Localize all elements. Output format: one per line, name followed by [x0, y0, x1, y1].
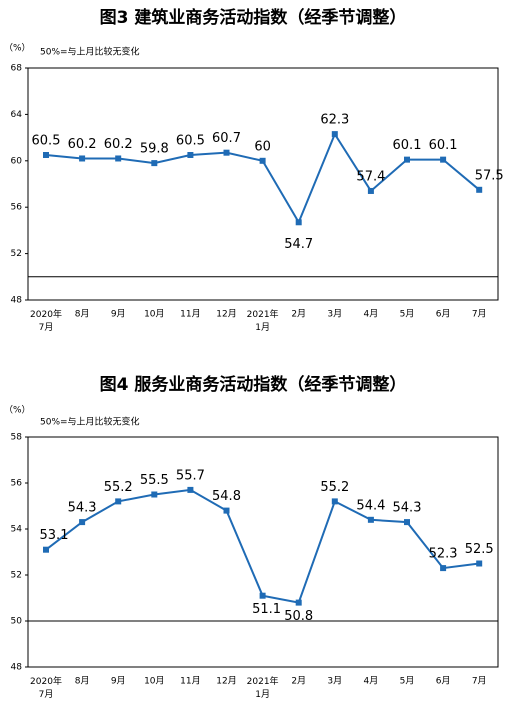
x-tick-label: 2月: [291, 309, 306, 320]
data-label: 59.8: [140, 142, 169, 157]
x-tick-label: 4月: [364, 309, 379, 320]
marker: [43, 152, 49, 158]
x-tick-label: 8月: [75, 676, 90, 687]
marker: [43, 546, 49, 553]
x-tick-label: 2020年 7月: [30, 308, 62, 333]
marker: [295, 599, 302, 606]
data-label: 57.5: [475, 168, 504, 183]
marker: [404, 156, 410, 163]
marker: [404, 519, 410, 526]
x-tick-label: 8月: [75, 309, 90, 320]
note: 50%=与上月比较无变化: [40, 416, 140, 428]
data-label: 60.2: [104, 137, 133, 152]
marker: [115, 498, 122, 505]
marker: [187, 486, 194, 493]
unit-label: （%）: [4, 405, 31, 416]
data-label: 54.4: [356, 498, 385, 513]
marker: [331, 131, 338, 138]
x-tick-label: 4月: [364, 676, 379, 687]
note: 50%=与上月比较无变化: [40, 46, 140, 58]
y-tick-label: 54: [11, 525, 23, 535]
x-tick-label: 11月: [180, 309, 200, 320]
marker: [79, 155, 86, 162]
unit-label: （%）: [4, 43, 31, 54]
x-tick-label: 3月: [327, 309, 342, 320]
marker: [440, 156, 447, 163]
marker: [367, 516, 374, 523]
y-tick-label: 64: [11, 110, 23, 120]
data-label: 52.3: [429, 547, 458, 562]
y-tick-label: 68: [11, 64, 23, 74]
marker: [331, 498, 338, 505]
y-tick-label: 48: [11, 663, 23, 673]
data-label: 62.3: [320, 113, 349, 128]
x-tick-label: 2020年 7月: [30, 675, 62, 700]
data-label: 60.2: [68, 137, 97, 152]
data-label: 60.1: [429, 138, 458, 153]
y-tick-label: 50: [11, 617, 23, 627]
marker: [259, 592, 266, 599]
x-tick-label: 10月: [144, 676, 164, 687]
x-tick-label: 12月: [216, 676, 236, 687]
y-tick-label: 52: [11, 249, 22, 259]
marker: [476, 560, 483, 567]
data-label: 60.5: [176, 134, 205, 149]
x-tick-label: 2月: [291, 676, 306, 687]
chart-title: 图4 服务业商务活动指数（经季节调整）: [100, 374, 407, 395]
x-tick-label: 5月: [400, 676, 415, 687]
x-tick-label: 2021年 1月: [247, 308, 279, 333]
data-label: 54.3: [393, 501, 422, 516]
x-tick-label: 9月: [111, 309, 126, 320]
chart-title: 图3 建筑业商务活动指数（经季节调整）: [100, 7, 407, 28]
data-label: 57.4: [356, 169, 385, 184]
x-tick-label: 7月: [472, 309, 487, 320]
data-label: 54.7: [284, 237, 313, 252]
x-tick-label: 9月: [111, 676, 126, 687]
data-label: 60: [254, 139, 271, 154]
data-label: 60.7: [212, 131, 241, 146]
data-label: 50.8: [284, 609, 313, 624]
x-tick-label: 6月: [436, 676, 451, 687]
plot-frame: [27, 67, 499, 301]
marker: [187, 152, 194, 158]
x-tick-label: 10月: [144, 309, 164, 320]
marker: [151, 160, 158, 167]
marker: [440, 565, 447, 572]
marker: [223, 149, 230, 156]
y-tick-label: 48: [11, 296, 23, 306]
marker: [223, 507, 230, 514]
data-label: 60.1: [393, 138, 422, 153]
data-label: 54.8: [212, 489, 241, 504]
marker: [151, 491, 158, 498]
x-tick-label: 3月: [327, 676, 342, 687]
x-tick-label: 2021年 1月: [247, 675, 279, 700]
marker: [295, 219, 302, 226]
x-tick-label: 6月: [436, 309, 451, 320]
marker: [115, 155, 122, 162]
marker: [259, 157, 266, 164]
data-label: 52.5: [465, 542, 494, 557]
y-tick-label: 56: [11, 479, 23, 489]
marker: [367, 187, 374, 194]
x-tick-label: 12月: [216, 309, 236, 320]
data-label: 51.1: [252, 602, 281, 617]
plot-frame: [27, 436, 499, 668]
y-tick-label: 58: [11, 433, 23, 443]
data-label: 60.5: [32, 134, 61, 149]
y-tick-label: 56: [11, 203, 23, 213]
x-tick-label: 11月: [180, 676, 200, 687]
x-tick-label: 5月: [400, 309, 415, 320]
x-tick-label: 7月: [472, 676, 487, 687]
data-label: 54.3: [68, 501, 97, 516]
marker: [476, 186, 483, 193]
data-label: 53.1: [40, 528, 69, 543]
data-label: 55.5: [140, 473, 169, 488]
y-tick-label: 52: [11, 571, 22, 581]
data-label: 55.2: [104, 480, 133, 495]
marker: [79, 519, 86, 526]
data-label: 55.7: [176, 468, 205, 483]
data-label: 55.2: [320, 480, 349, 495]
y-tick-label: 60: [11, 156, 23, 166]
